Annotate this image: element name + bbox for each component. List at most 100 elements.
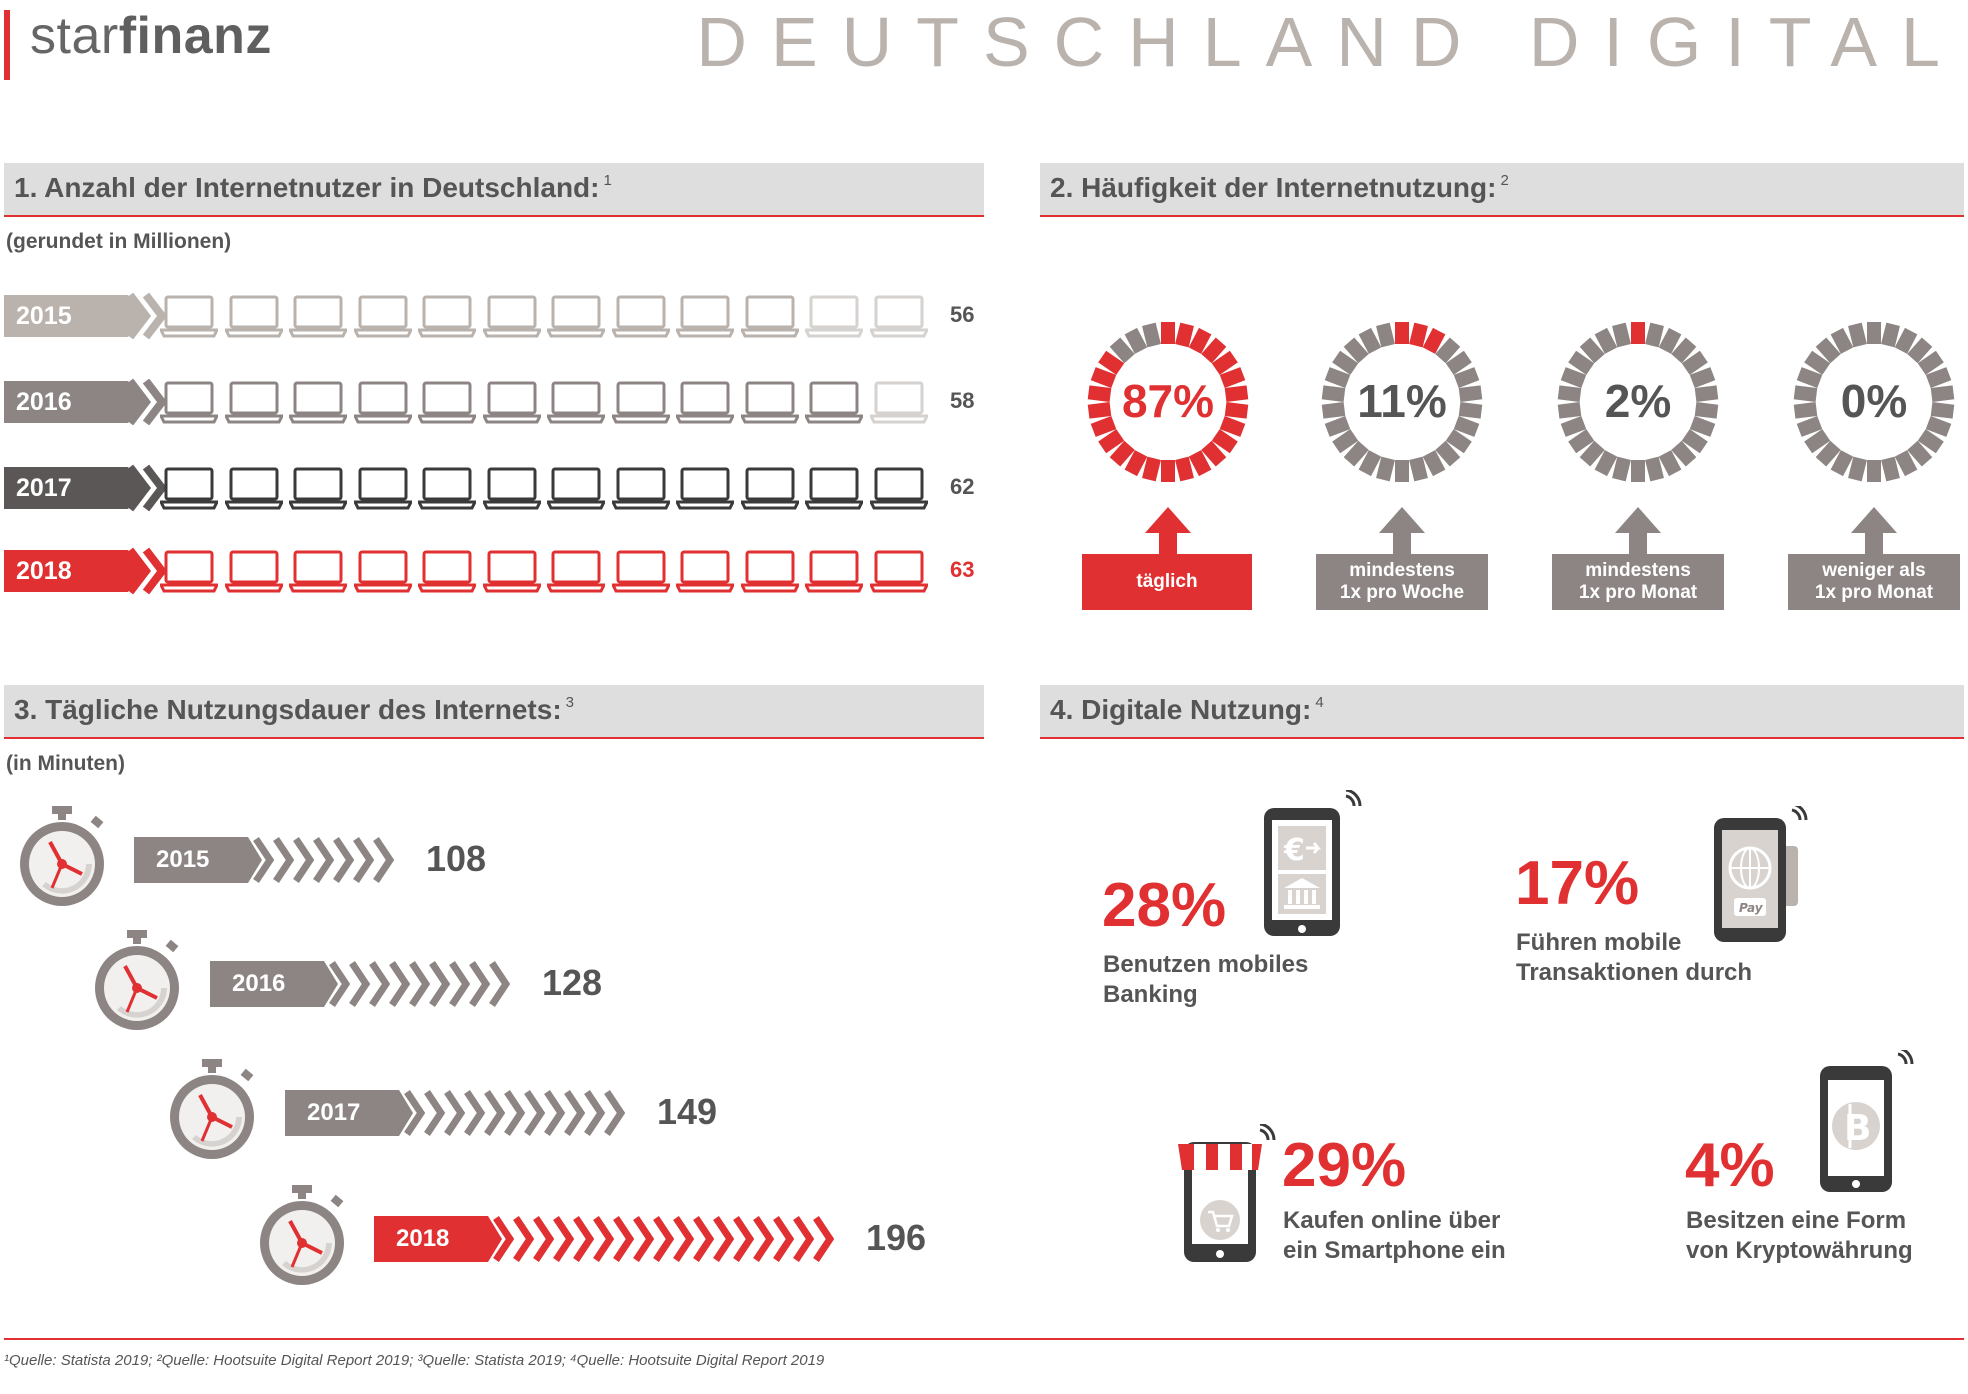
ring-segment	[1124, 327, 1148, 354]
laptop-icon	[869, 467, 928, 510]
duration-chevron-bar	[482, 1216, 835, 1262]
laptop-icon	[160, 467, 218, 510]
chevron-mark	[513, 1216, 535, 1262]
ring-segment	[1867, 322, 1881, 344]
ring-segment	[1804, 429, 1831, 454]
section-3-header: 3. Tägliche Nutzungsdauer des Internets:…	[4, 685, 984, 739]
year-label-tag: 2015	[4, 295, 116, 337]
ring-segment	[1557, 402, 1582, 419]
ring-percentage-label: 11%	[1357, 375, 1447, 427]
duration-value: 196	[866, 1217, 927, 1258]
stopwatch-icon	[95, 930, 179, 1030]
ring-segment	[1917, 429, 1944, 454]
ring-segment	[1694, 402, 1719, 419]
ring-segment	[1358, 327, 1382, 354]
duration-year-tag: 2015	[134, 837, 244, 883]
laptop-icon	[676, 550, 734, 593]
ring-segment	[1098, 350, 1125, 375]
laptop-icon	[676, 295, 734, 338]
ring-segment	[1211, 350, 1238, 375]
up-arrow-icon	[1145, 507, 1191, 557]
year-label-tag: 2016	[4, 381, 116, 423]
ring-segment	[1907, 440, 1933, 467]
laptop-icon	[805, 550, 863, 593]
chevron-arrows-icon	[126, 378, 168, 426]
percentage-ring	[1321, 322, 1483, 482]
ring-segment	[1376, 456, 1395, 482]
chevron-mark	[373, 837, 395, 883]
section-1-title: 1. Anzahl der Internetnutzer in Deutschl…	[14, 172, 600, 203]
ring-segment	[1175, 456, 1194, 482]
ring-segment	[1830, 450, 1854, 477]
ring-segment	[1435, 440, 1461, 467]
ring-segment	[1815, 337, 1841, 364]
laptop-icon	[611, 381, 670, 424]
duration-year-tag: 2016	[210, 961, 320, 1007]
laptop-icon	[805, 467, 863, 510]
stat-desc-online-shopping: Kaufen online über ein Smartphone ein	[1283, 1207, 1506, 1264]
ring-segment	[1867, 460, 1881, 482]
svg-text:€: €	[1283, 833, 1305, 868]
row-value: 63	[950, 557, 975, 582]
laptop-icon	[869, 381, 928, 424]
chevron-mark	[733, 1216, 755, 1262]
laptop-icon	[611, 550, 670, 593]
stat-value-crypto: 4%	[1685, 1131, 1775, 1200]
section-4-footnote-ref: 4	[1315, 694, 1324, 711]
up-arrow-icon	[1851, 507, 1897, 557]
chevron-mark	[693, 1216, 715, 1262]
chevron-mark	[469, 961, 491, 1007]
section-1-footnote-ref: 1	[603, 172, 612, 189]
laptop-icon	[869, 550, 928, 593]
ring-segment	[1594, 450, 1618, 477]
laptop-icon	[676, 467, 734, 510]
laptop-icon	[482, 381, 541, 424]
ring-percentage-label: 87%	[1121, 375, 1215, 427]
chevron-mark	[813, 1216, 835, 1262]
chevron-mark	[504, 1090, 526, 1136]
ring-segment	[1930, 385, 1955, 402]
frequency-label-box: mindestens 1x pro Monat	[1552, 554, 1724, 610]
laptop-icon	[353, 295, 412, 338]
chevron-mark	[429, 961, 451, 1007]
ring-segment	[1422, 450, 1446, 477]
laptop-icon	[805, 295, 863, 338]
chevron-mark	[333, 837, 355, 883]
ring-segment	[1681, 429, 1708, 454]
chevron-mark	[424, 1090, 446, 1136]
laptop-icon	[289, 381, 347, 424]
ring-segment	[1579, 337, 1605, 364]
chevron-arrows-icon	[126, 464, 168, 512]
ring-segment	[1579, 440, 1605, 467]
section-1-header: 1. Anzahl der Internetnutzer in Deutschl…	[4, 163, 984, 217]
chevron-mark	[449, 961, 471, 1007]
duration-value: 108	[426, 838, 487, 879]
ring-segment	[1445, 429, 1472, 454]
ring-segment	[1409, 322, 1428, 348]
ring-segment	[1087, 385, 1112, 402]
ring-segment	[1161, 322, 1175, 344]
section-3-unit: (in Minuten)	[6, 752, 125, 775]
laptop-icon	[805, 381, 863, 424]
laptop-icon	[160, 381, 218, 424]
laptop-icon	[418, 381, 476, 424]
row-value: 62	[950, 474, 975, 499]
laptop-icon	[482, 295, 541, 338]
row-value: 58	[950, 388, 975, 413]
ring-segment	[1395, 322, 1409, 344]
ring-segment	[1925, 367, 1952, 388]
laptop-icon	[740, 381, 799, 424]
ring-segment	[1201, 440, 1227, 467]
section-2-title: 2. Häufigkeit der Internetnutzung:	[1050, 172, 1497, 203]
footer-divider	[4, 1338, 1964, 1340]
tag-arrow-tip	[116, 467, 144, 509]
ring-segment	[1332, 350, 1359, 375]
chevron-mark	[313, 837, 335, 883]
up-arrow-icon	[1379, 507, 1425, 557]
chevron-mark	[329, 961, 351, 1007]
laptop-icon	[289, 295, 347, 338]
ring-segment	[1142, 322, 1161, 348]
ring-segment	[1109, 337, 1135, 364]
chevron-mark	[253, 837, 275, 883]
percentage-ring	[1793, 322, 1955, 482]
